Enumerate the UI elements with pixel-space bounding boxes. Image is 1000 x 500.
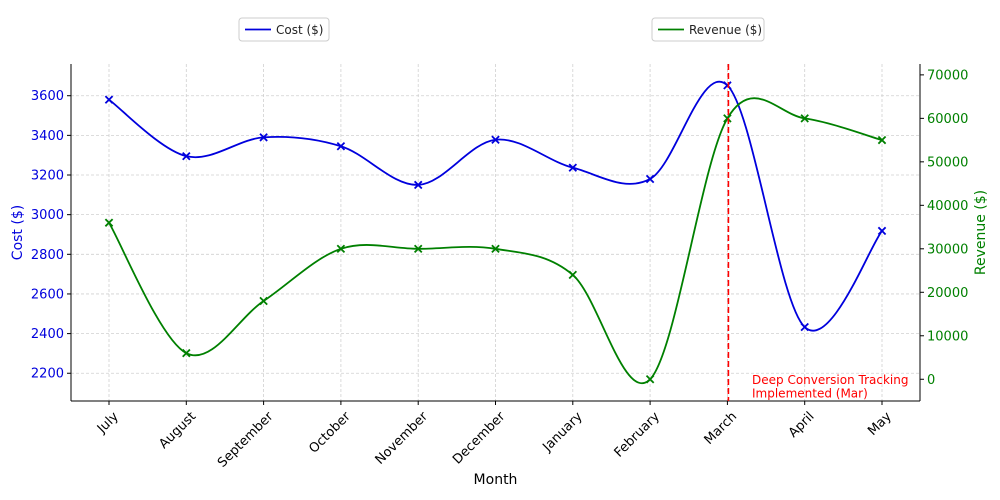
cost-point	[259, 133, 268, 142]
left-tick-label: 2400	[31, 327, 64, 342]
revenue-point	[877, 135, 887, 145]
revenue-marker-stroke	[723, 114, 732, 123]
revenue-legend-box	[651, 17, 765, 42]
cost-marker-stroke	[568, 163, 578, 172]
annotation-text: Deep Conversion Tracking	[752, 373, 909, 387]
right-tick-label: 30000	[927, 242, 968, 257]
revenue-marker-stroke	[182, 348, 191, 358]
cost-marker-stroke	[723, 81, 732, 90]
cost-marker-stroke	[182, 151, 191, 161]
cost-legend-box	[238, 17, 330, 42]
left-tick-label: 2800	[31, 248, 64, 263]
cost-point	[568, 163, 578, 172]
x-tick-label: October	[306, 409, 354, 457]
cost-point	[336, 142, 346, 151]
cost-legend: Cost ($)	[238, 17, 330, 42]
cost-point	[645, 174, 655, 184]
cost-marker-stroke	[877, 226, 887, 236]
revenue-point	[413, 244, 423, 254]
right-tick-label: 10000	[927, 329, 968, 344]
revenue-series-line	[108, 97, 883, 384]
left-tick-label: 3200	[31, 169, 64, 184]
revenue-marker-stroke	[104, 218, 114, 227]
right-tick-label: 20000	[927, 286, 968, 301]
left-tick-label: 3400	[31, 129, 64, 144]
left-tick-label: 3600	[31, 89, 64, 104]
right-tick-label: 50000	[927, 155, 968, 170]
left-axis-title: Cost ($)	[10, 205, 26, 260]
x-tick-label: July	[94, 409, 122, 437]
revenue-point	[491, 244, 500, 254]
right-tick-label: 40000	[927, 199, 968, 214]
revenue-marker-stroke	[259, 296, 268, 306]
x-tick-label: January	[539, 409, 585, 455]
legends: Cost ($) Revenue ($)	[238, 17, 765, 42]
cost-series-line	[108, 81, 883, 332]
left-tick-label: 3000	[31, 208, 64, 223]
right-tick-label: 60000	[927, 112, 968, 127]
x-tick-label: November	[373, 409, 432, 468]
cost-legend-label: Cost ($)	[276, 23, 324, 37]
revenue-legend: Revenue ($)	[651, 17, 765, 42]
right-axis-title: Revenue ($)	[973, 190, 989, 275]
cost-point	[182, 151, 191, 161]
revenue-marker-stroke	[491, 244, 500, 254]
revenue-point	[104, 218, 114, 227]
revenue-point	[723, 114, 732, 123]
x-tick-label: December	[450, 409, 509, 468]
cost-point	[877, 226, 887, 236]
left-tick-label: 2200	[31, 367, 64, 382]
annotation-text: Implemented (Mar)	[752, 387, 868, 401]
revenue-legend-label: Revenue ($)	[689, 23, 762, 37]
revenue-marker-stroke	[877, 135, 887, 145]
plot-area	[104, 81, 887, 384]
cost-point	[413, 180, 423, 190]
revenue-point	[800, 114, 809, 123]
revenue-marker-stroke	[413, 244, 423, 254]
cost-point	[104, 95, 114, 104]
x-tick-label: February	[612, 409, 664, 461]
cost-marker-stroke	[645, 174, 655, 184]
revenue-point	[645, 375, 655, 384]
cost-point	[723, 81, 732, 90]
revenue-marker-stroke	[568, 270, 578, 280]
right-tick-label: 0	[927, 373, 935, 388]
cost-marker-stroke	[491, 135, 500, 144]
revenue-point	[336, 244, 346, 254]
cost-marker-stroke	[413, 180, 423, 190]
revenue-marker-stroke	[800, 114, 809, 123]
x-tick-label: May	[865, 409, 895, 439]
cost-marker-stroke	[104, 95, 114, 104]
cost-point	[800, 322, 809, 332]
cost-marker-stroke	[336, 142, 346, 151]
revenue-point	[259, 296, 268, 306]
revenue-point	[568, 270, 578, 280]
revenue-marker-stroke	[336, 244, 346, 254]
cost-marker-stroke	[800, 322, 809, 332]
x-axis-title: Month	[474, 472, 518, 488]
revenue-marker-stroke	[645, 375, 655, 384]
x-tick-label: September	[215, 409, 277, 471]
right-tick-label: 70000	[927, 68, 968, 83]
x-tick-label: April	[786, 409, 818, 441]
cost-marker-stroke	[259, 133, 268, 142]
x-tick-label: March	[702, 409, 741, 448]
left-tick-label: 2600	[31, 287, 64, 302]
x-tick-label: August	[156, 409, 199, 452]
revenue-point	[182, 348, 191, 358]
cost-point	[491, 135, 500, 144]
